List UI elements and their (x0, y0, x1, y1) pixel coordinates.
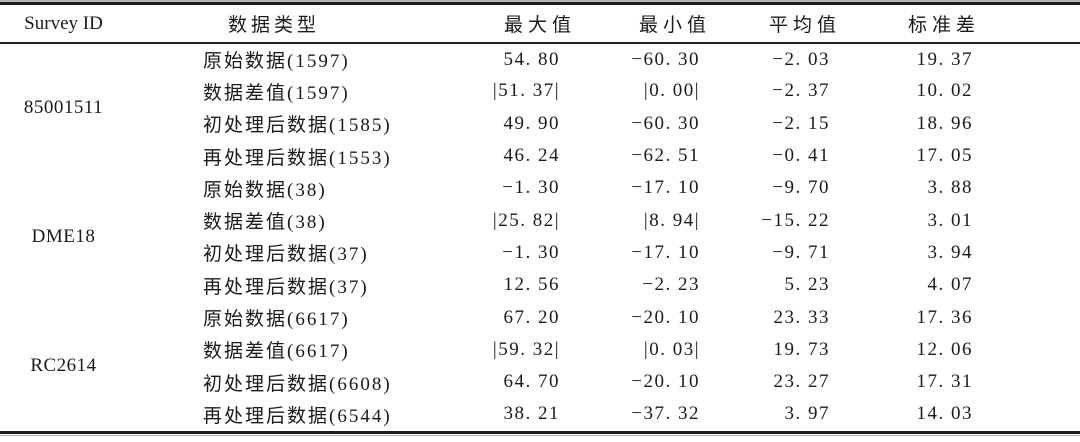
table-row: 再处理后数据(6544) 38. 21 −37. 32 3. 97 14. 03 (0, 398, 1080, 430)
min-value-cell: −60. 30 (631, 112, 700, 134)
std-value-cell: 17. 05 (916, 145, 973, 167)
min-value-cell: −17. 10 (631, 177, 700, 199)
data-type-cell: 再处理后数据(1553) (203, 147, 392, 169)
data-type-cell: 数据差值(1597) (203, 82, 350, 104)
std-value-cell: 18. 96 (916, 112, 973, 134)
data-type-cell: 原始数据(6617) (203, 309, 350, 331)
survey-statistics-table: Survey ID 数据类型 最大值 最小值 平均值 标准差 85001511 … (0, 5, 1080, 431)
min-value-cell: −60. 30 (631, 48, 700, 70)
data-type-cell: 原始数据(38) (203, 179, 327, 201)
table-row: 初处理后数据(37) −1. 30 −17. 10 −9. 71 3. 94 (0, 237, 1080, 269)
table-top-rule (0, 0, 1080, 5)
data-type-cell: 初处理后数据(1585) (203, 115, 392, 137)
mean-value-cell: 3. 97 (784, 403, 830, 425)
survey-id-cell: DME18 (31, 225, 96, 247)
max-value-cell: 49. 90 (503, 112, 560, 134)
max-value-cell: −1. 30 (502, 177, 560, 199)
table-row: 再处理后数据(37) 12. 56 −2. 23 5. 23 4. 07 (0, 269, 1080, 301)
data-type-cell: 初处理后数据(6608) (203, 373, 392, 395)
min-value-cell: −20. 10 (631, 371, 700, 393)
table-row: 85001511 原始数据(1597) 54. 80 −60. 30 −2. 0… (0, 43, 1080, 118)
data-type-cell: 初处理后数据(37) (203, 244, 369, 266)
min-value-cell: |0. 03| (643, 338, 700, 360)
header-row: Survey ID 数据类型 最大值 最小值 平均值 标准差 (0, 5, 1080, 44)
mean-value-cell: −0. 41 (772, 145, 830, 167)
data-type-cell: 数据差值(6617) (203, 341, 350, 363)
mean-value-cell: 23. 27 (773, 371, 830, 393)
table-row: DME18 原始数据(38) −1. 30 −17. 10 −9. 70 3. … (0, 172, 1080, 246)
min-value-cell: −62. 51 (631, 145, 700, 167)
min-value-cell: |8. 94| (643, 209, 700, 231)
std-value-cell: 10. 02 (916, 80, 973, 102)
max-value-cell: 38. 21 (503, 403, 560, 425)
std-value-cell: 19. 37 (916, 48, 973, 70)
min-value-cell: −2. 23 (642, 274, 700, 296)
mean-value-cell: −2. 37 (772, 80, 830, 102)
column-header-min: 最小值 (580, 5, 715, 44)
min-value-cell: −37. 32 (631, 403, 700, 425)
std-value-cell: 3. 01 (927, 209, 973, 231)
survey-id-cell: RC2614 (30, 354, 97, 376)
min-value-cell: −17. 10 (631, 241, 700, 263)
mean-value-cell: 19. 73 (773, 338, 830, 360)
mean-value-cell: −9. 71 (772, 241, 830, 263)
table-row: 数据差值(6617) |59. 32| |0. 03| 19. 73 12. 0… (0, 334, 1080, 366)
std-value-cell: 3. 88 (927, 177, 973, 199)
max-value-cell: |59. 32| (492, 338, 560, 360)
min-value-cell: −20. 10 (631, 306, 700, 328)
max-value-cell: 54. 80 (503, 48, 560, 70)
table-row: 再处理后数据(1553) 46. 24 −62. 51 −0. 41 17. 0… (0, 140, 1080, 172)
mean-value-cell: −9. 70 (772, 177, 830, 199)
data-type-cell: 原始数据(1597) (203, 51, 350, 73)
data-type-cell: 再处理后数据(6544) (203, 405, 392, 427)
data-type-cell: 再处理后数据(37) (203, 276, 369, 298)
max-value-cell: 64. 70 (503, 371, 560, 393)
table-row: 数据差值(38) |25. 82| |8. 94| −15. 22 3. 01 (0, 204, 1080, 236)
table-row: 初处理后数据(6608) 64. 70 −20. 10 23. 27 17. 3… (0, 366, 1080, 398)
table-row: 数据差值(1597) |51. 37| |0. 00| −2. 37 10. 0… (0, 75, 1080, 107)
mean-value-cell: −2. 15 (772, 112, 830, 134)
column-header-data-type: 数据类型 (148, 5, 426, 44)
max-value-cell: 12. 56 (503, 274, 560, 296)
mean-value-cell: −2. 03 (772, 48, 830, 70)
mean-value-cell: 5. 23 (784, 274, 830, 296)
column-header-std: 标准差 (845, 5, 1080, 44)
max-value-cell: |25. 82| (492, 209, 560, 231)
std-value-cell: 17. 31 (916, 371, 973, 393)
mean-value-cell: 23. 33 (773, 306, 830, 328)
std-value-cell: 14. 03 (916, 403, 973, 425)
mean-value-cell: −15. 22 (761, 209, 830, 231)
table-bottom-rule (0, 430, 1080, 436)
std-value-cell: 17. 36 (916, 306, 973, 328)
table-row: 初处理后数据(1585) 49. 90 −60. 30 −2. 15 18. 9… (0, 108, 1080, 140)
data-type-cell: 数据差值(38) (203, 212, 327, 234)
std-value-cell: 12. 06 (916, 338, 973, 360)
max-value-cell: −1. 30 (502, 241, 560, 263)
max-value-cell: |51. 37| (492, 80, 560, 102)
std-value-cell: 4. 07 (927, 274, 973, 296)
max-value-cell: 67. 20 (503, 306, 560, 328)
table-row: RC2614 原始数据(6617) 67. 20 −20. 10 23. 33 … (0, 301, 1080, 376)
min-value-cell: |0. 00| (643, 80, 700, 102)
column-header-max: 最大值 (426, 5, 580, 44)
std-value-cell: 3. 94 (927, 241, 973, 263)
column-header-mean: 平均值 (715, 5, 845, 44)
column-header-survey-id: Survey ID (0, 5, 148, 44)
survey-id-cell: 85001511 (23, 97, 104, 119)
max-value-cell: 46. 24 (503, 145, 560, 167)
